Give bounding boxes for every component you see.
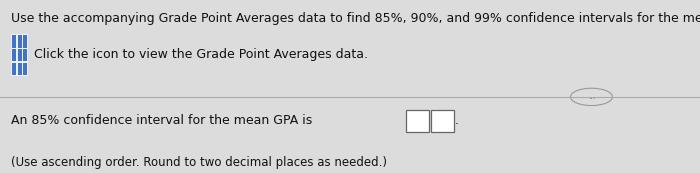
Bar: [22, 62, 27, 75]
Text: Click the icon to view the Grade Point Averages data.: Click the icon to view the Grade Point A…: [34, 48, 368, 61]
Bar: [22, 34, 27, 48]
Bar: [11, 34, 16, 48]
Bar: [11, 62, 16, 75]
Bar: [406, 110, 429, 132]
Ellipse shape: [570, 88, 612, 106]
Text: ...: ...: [588, 92, 595, 101]
Text: Use the accompanying Grade Point Averages data to find 85%, 90%, and 99% confide: Use the accompanying Grade Point Average…: [11, 12, 700, 25]
Bar: [17, 48, 22, 61]
Text: .: .: [454, 114, 458, 127]
Text: ,: ,: [430, 114, 434, 127]
Bar: [17, 62, 22, 75]
Text: An 85% confidence interval for the mean GPA is: An 85% confidence interval for the mean …: [11, 114, 312, 127]
Text: (Use ascending order. Round to two decimal places as needed.): (Use ascending order. Round to two decim…: [11, 156, 387, 169]
Bar: [22, 48, 27, 61]
Bar: [430, 110, 454, 132]
Bar: [17, 34, 22, 48]
Bar: [11, 48, 16, 61]
